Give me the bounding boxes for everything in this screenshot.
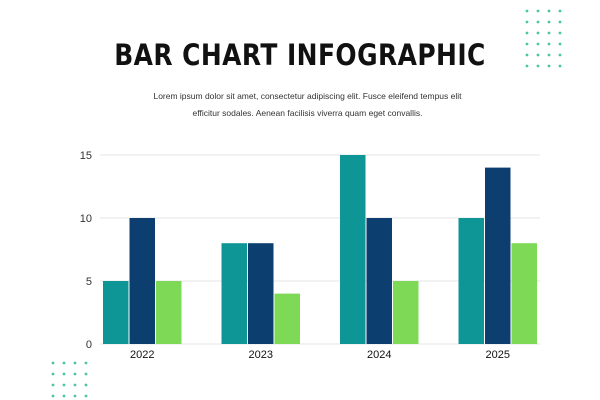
dot bbox=[536, 20, 540, 24]
dot bbox=[536, 42, 540, 46]
dot bbox=[525, 64, 529, 68]
dot bbox=[558, 20, 562, 24]
dot bbox=[558, 31, 562, 35]
x-tick-label: 2022 bbox=[130, 349, 154, 361]
x-tick-label: 2024 bbox=[367, 349, 391, 361]
dot bbox=[536, 31, 540, 35]
dot bbox=[84, 361, 88, 365]
y-tick-label: 15 bbox=[80, 150, 92, 162]
bar bbox=[366, 218, 392, 344]
dot bbox=[525, 31, 529, 35]
dot bbox=[525, 20, 529, 24]
dot bbox=[558, 9, 562, 13]
y-tick-label: 0 bbox=[86, 339, 92, 351]
dot bbox=[62, 372, 66, 376]
dot bbox=[536, 9, 540, 13]
bar bbox=[340, 155, 366, 344]
dot bbox=[558, 53, 562, 57]
dot bbox=[84, 372, 88, 376]
dot bbox=[547, 9, 551, 13]
y-tick-label: 5 bbox=[86, 276, 92, 288]
dot bbox=[547, 42, 551, 46]
bar bbox=[393, 281, 419, 344]
bar bbox=[103, 281, 129, 344]
dot bbox=[558, 64, 562, 68]
dot bbox=[536, 53, 540, 57]
dot bbox=[51, 383, 55, 387]
dot bbox=[525, 42, 529, 46]
dot bbox=[62, 383, 66, 387]
chart-subtitle: Lorem ipsum dolor sit amet, consectetur … bbox=[153, 91, 462, 118]
bar bbox=[458, 218, 484, 344]
y-tick-label: 10 bbox=[80, 213, 92, 225]
dot bbox=[525, 9, 529, 13]
dot bbox=[558, 42, 562, 46]
dot bbox=[62, 361, 66, 365]
bar bbox=[248, 243, 274, 344]
chart-title: BAR CHART INFOGRAPHIC bbox=[114, 38, 486, 72]
dot bbox=[547, 31, 551, 35]
bar bbox=[221, 243, 247, 344]
dot bbox=[525, 53, 529, 57]
bar bbox=[511, 243, 537, 344]
dot bbox=[547, 53, 551, 57]
x-tick-label: 2025 bbox=[486, 349, 510, 361]
decorative-dots-top-right bbox=[525, 9, 562, 68]
dot bbox=[51, 394, 55, 398]
dot bbox=[62, 394, 66, 398]
dot bbox=[51, 361, 55, 365]
bar bbox=[485, 167, 511, 344]
dot bbox=[84, 394, 88, 398]
dot bbox=[73, 394, 77, 398]
dot bbox=[73, 361, 77, 365]
decorative-dots-bottom-left bbox=[51, 361, 88, 398]
dot bbox=[547, 64, 551, 68]
dot bbox=[51, 372, 55, 376]
dot bbox=[73, 372, 77, 376]
dot bbox=[536, 64, 540, 68]
bar bbox=[156, 281, 182, 344]
bar bbox=[129, 218, 155, 344]
dot bbox=[73, 383, 77, 387]
bar bbox=[274, 293, 300, 344]
dot bbox=[84, 383, 88, 387]
dot bbox=[547, 20, 551, 24]
x-tick-label: 2023 bbox=[249, 349, 273, 361]
